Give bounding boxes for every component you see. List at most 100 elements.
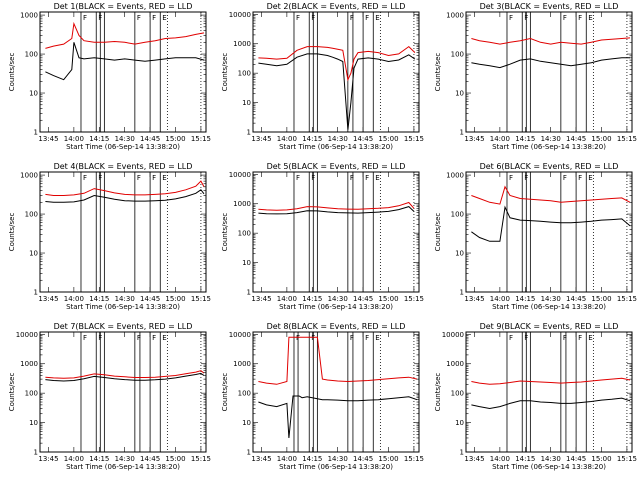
event-marker-label: F [350,14,354,22]
x-tick-label: 14:15 [302,455,322,463]
event-marker-label: F [296,174,300,182]
panel-title: Det 2(BLACK = Events, RED = LLD [267,2,406,11]
plot-frame [252,331,420,453]
y-tick-label: 1000 [233,40,251,48]
x-tick-label: 14:30 [541,455,561,463]
x-tick-label: 15:00 [165,135,185,143]
x-tick-label: 15:00 [378,135,398,143]
x-tick-label: 15:00 [378,455,398,463]
x-tick-label: 13:45 [251,455,271,463]
y-tick-label: 1000 [446,172,464,180]
x-tick-label: 15:00 [165,455,185,463]
plot-frame [252,11,420,133]
x-tick-label: 14:15 [89,135,109,143]
y-tick-label: 1 [34,449,38,457]
series-red-lld [258,201,415,211]
series-red-lld [45,21,205,49]
x-tick-label: 13:45 [464,295,484,303]
y-axis-label: Counts/sec [221,213,229,252]
series-red-lld [471,185,631,205]
series-black-events [45,42,205,81]
x-tick-label: 13:45 [38,135,58,143]
plot-frame [465,331,633,453]
x-tick-label: 14:45 [353,135,373,143]
y-tick-label: 1000 [233,200,251,208]
event-marker-label: F [296,14,300,22]
event-marker-label: F [311,334,315,342]
x-axis-label: Start Time (06-Sep-14 13:38:20) [492,143,606,151]
x-tick-label: 13:45 [251,295,271,303]
x-tick-label: 15:00 [591,455,611,463]
event-marker-label: F [152,334,156,342]
x-tick-label: 14:15 [515,135,535,143]
y-axis-label: Counts/sec [434,373,442,412]
y-tick-label: 100 [238,70,251,78]
series-black-events [258,53,416,130]
y-tick-label: 10 [29,419,38,427]
y-tick-label: 1000 [446,360,464,368]
event-marker-label: F [296,334,300,342]
y-tick-label: 1 [247,449,251,457]
y-tick-label: 1 [34,129,38,137]
event-marker-label: E [162,14,166,22]
y-tick-label: 100 [25,390,38,398]
x-tick-label: 15:00 [165,295,185,303]
plot-frame [252,171,420,293]
series-red-lld [258,336,418,385]
y-tick-label: 1000 [20,12,38,20]
event-marker-label: F [365,14,369,22]
y-tick-label: 1 [460,289,464,297]
event-marker-label: E [588,334,592,342]
x-tick-label: 14:00 [277,135,297,143]
y-axis-label: Counts/sec [434,213,442,252]
x-tick-label: 14:30 [328,455,348,463]
y-tick-label: 10000 [229,11,251,19]
x-axis-label: Start Time (06-Sep-14 13:38:20) [279,143,393,151]
event-marker-label: E [375,14,379,22]
x-tick-label: 14:15 [302,295,322,303]
y-axis-label: Counts/sec [8,373,16,412]
y-tick-label: 1 [460,129,464,137]
x-tick-label: 13:45 [38,455,58,463]
x-tick-label: 14:00 [490,135,510,143]
x-tick-label: 14:00 [277,295,297,303]
x-tick-label: 14:30 [115,455,135,463]
y-tick-label: 1000 [233,360,251,368]
series-red-lld [471,377,631,385]
x-tick-label: 14:15 [515,455,535,463]
event-marker-label: F [137,174,141,182]
y-axis-label: Counts/sec [434,53,442,92]
x-tick-label: 13:45 [251,135,271,143]
series-red-lld [45,370,205,379]
x-axis-label: Start Time (06-Sep-14 13:38:20) [279,303,393,311]
event-marker-label: F [578,14,582,22]
y-tick-label: 10000 [442,331,464,339]
y-tick-label: 100 [238,230,251,238]
event-marker-label: F [563,174,567,182]
event-marker-label: F [509,334,513,342]
x-tick-label: 13:45 [464,135,484,143]
y-tick-label: 1 [460,449,464,457]
x-tick-label: 15:15 [404,135,424,143]
y-tick-label: 10 [29,90,38,98]
event-marker-label: F [365,174,369,182]
event-marker-label: F [98,334,102,342]
series-black-events [258,206,415,215]
panel-title: Det 6(BLACK = Events, RED = LLD [480,162,619,171]
panel-title: Det 1(BLACK = Events, RED = LLD [54,2,193,11]
x-tick-label: 15:15 [404,455,424,463]
x-tick-label: 14:45 [566,455,586,463]
series-black-events [45,372,205,382]
y-tick-label: 1 [247,289,251,297]
y-tick-label: 10 [242,259,251,267]
y-tick-label: 1000 [446,12,464,20]
series-black-events [471,397,631,410]
panel-title: Det 7(BLACK = Events, RED = LLD [54,322,193,331]
event-marker-label: F [152,14,156,22]
event-marker-label: F [524,174,528,182]
x-tick-label: 14:30 [115,135,135,143]
